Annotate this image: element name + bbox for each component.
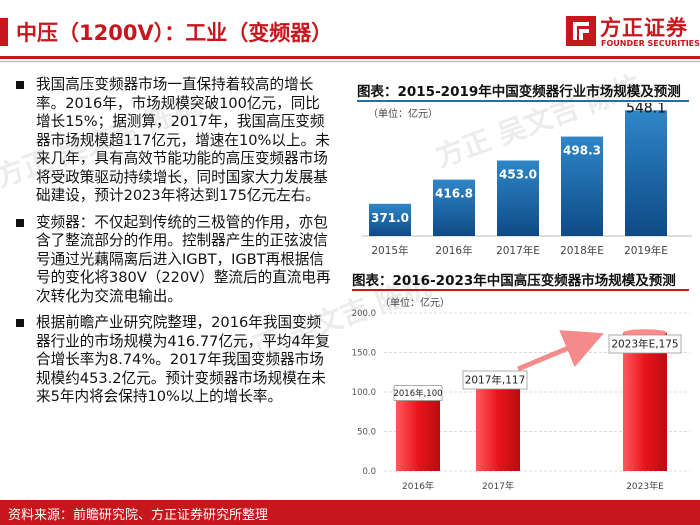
chart2-data-label-box <box>393 385 443 401</box>
header-divider-thin <box>0 61 700 62</box>
chart1-title-underline <box>357 100 689 102</box>
chart2-data-label: 2023年E,175 <box>611 338 678 351</box>
chart1-bar <box>369 203 411 236</box>
chart1-x-tick-label: 2015年 <box>371 244 408 257</box>
chart2-data-label-box <box>462 370 528 390</box>
header: 中压（1200V）：工业（变频器） 方正证券 FOUNDER SECURITIE… <box>0 0 700 62</box>
chart2-y-tick-label: 150.0 <box>352 349 376 359</box>
source-note: 资料来源：前瞻研究院、方正证券研究所整理 <box>8 508 269 523</box>
bullet-text: 我国高压变频器市场一直保持着较高的增长率。2016年，市场规模突破100亿元，同… <box>36 76 330 204</box>
chart1-value-label: 548.1 <box>626 103 666 116</box>
logo-text-en: FOUNDER SECURITIES <box>601 39 700 48</box>
bullet-text: 根据前瞻产业研究院整理，2016年我国变频器行业的市场规模为416.77亿元，平… <box>36 314 330 405</box>
chart1-x-tick-label: 2018年E <box>560 244 604 257</box>
footer-bar: 资料来源：前瞻研究院、方正证券研究所整理 <box>0 500 700 525</box>
bullet-item: 我国高压变频器市场一直保持着较高的增长率。2016年，市场规模突破100亿元，同… <box>14 76 332 206</box>
chart1-value-label: 371.0 <box>371 211 409 225</box>
chart1-bar <box>433 179 475 236</box>
bullet-square-icon <box>16 218 24 227</box>
chart1-title: 图表：2015-2019年中国变频器行业市场规模及预测 <box>357 84 681 100</box>
chart1-market-size: （单位：亿元） 371.0 2015年 416.8 2016年 453.0 2017年E 4… <box>362 103 692 257</box>
chart2-title-underline <box>352 289 689 291</box>
chart2-y-tick-label: 50.0 <box>357 428 376 438</box>
bullet-item: 根据前瞻产业研究院整理，2016年我国变频器行业的市场规模为416.77亿元，平… <box>14 314 332 407</box>
header-divider <box>0 56 700 59</box>
bullet-square-icon <box>16 81 24 89</box>
chart2-data-label: 2016年,100 <box>393 388 442 399</box>
chart2-data-label-box <box>608 334 682 354</box>
bullet-list: 我国高压变频器市场一直保持着较高的增长率。2016年，市场规模突破100亿元，同… <box>14 76 332 415</box>
chart1-x-tick-label: 2019年E <box>624 244 668 257</box>
chart2-x-tick-label: 2016年 <box>402 480 434 492</box>
chart2-growth-arrow <box>517 330 604 372</box>
chart2-data-label: 2017年,117 <box>465 374 526 387</box>
chart2-bar <box>396 392 440 471</box>
chart1-bar <box>561 136 603 236</box>
chart2-y-tick-label: 0.0 <box>362 467 376 477</box>
chart1-value-label: 416.8 <box>435 187 473 201</box>
chart1-x-tick-label: 2017年E <box>496 244 540 257</box>
chart2-title: 图表：2016-2023年中国高压变频器市场规模及预测 <box>352 273 676 289</box>
chart2-x-tick-label: 2023年E <box>626 480 664 492</box>
chart1-unit-label: （单位：亿元） <box>368 107 438 120</box>
founder-logo-icon <box>566 16 596 46</box>
page-title: 中压（1200V）：工业（变频器） <box>16 21 333 45</box>
chart1-value-label: 453.0 <box>499 167 537 181</box>
company-logo: 方正证券 FOUNDER SECURITIES <box>566 10 700 54</box>
chart1-bar <box>625 110 667 236</box>
chart2-unit-label: （单位：亿元） <box>380 296 450 309</box>
chart1-x-tick-label: 2016年 <box>435 244 472 257</box>
logo-text-cn: 方正证券 <box>600 16 688 40</box>
chart2-y-tick-label: 200.0 <box>352 309 376 319</box>
chart2-y-tick-label: 100.0 <box>352 388 376 398</box>
bullet-item: 变频器：不仅起到传统的三极管的作用，亦包含了整流部分的作用。控制器产生的正弦波信… <box>14 214 332 307</box>
bullet-text: 变频器：不仅起到传统的三极管的作用，亦包含了整流部分的作用。控制器产生的正弦波信… <box>36 213 331 305</box>
chart2-x-tick-label: 2017年 <box>482 480 514 492</box>
chart1-bar <box>497 160 539 236</box>
chart2-bar-cap <box>623 329 667 337</box>
chart2-bar <box>623 332 667 471</box>
chart2-hv-market-size: （单位：亿元） 0.0 50.0 100.0 150.0 200.0 2016年 2017… <box>352 296 690 492</box>
chart2-bar <box>476 378 520 471</box>
bullet-square-icon <box>16 319 24 327</box>
chart1-value-label: 498.3 <box>563 144 601 158</box>
header-accent-bar <box>0 18 8 46</box>
